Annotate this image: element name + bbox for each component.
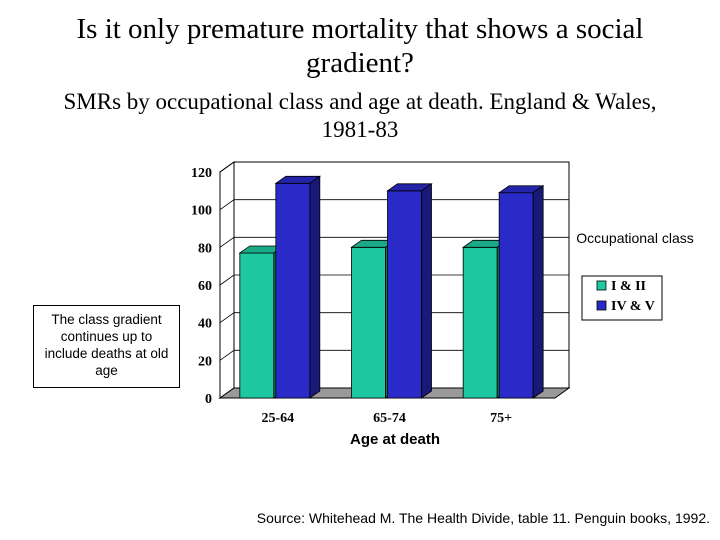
legend-entry: IV & V <box>611 299 655 314</box>
bar-side-face <box>532 184 544 399</box>
legend-title: Occupational class <box>576 230 694 246</box>
y-tick-label: 60 <box>198 279 212 294</box>
bar-side-face <box>421 183 432 399</box>
gridline <box>219 199 569 210</box>
y-tick-label: 100 <box>191 204 212 219</box>
bar-iii-75+ <box>462 246 498 399</box>
source-citation: Source: Whitehead M. The Health Divide, … <box>256 510 710 526</box>
y-tick-label: 20 <box>198 354 212 369</box>
bar-ivv-25-64 <box>275 182 311 399</box>
gridline <box>219 312 569 323</box>
bar-ivv-65-74 <box>387 190 422 399</box>
gridline <box>219 236 569 248</box>
x-tick-label: 25-64 <box>261 411 294 426</box>
bar-side-face <box>309 175 321 399</box>
slide-title: Is it only premature mortality that show… <box>76 13 644 79</box>
slide-subtitle: SMRs by occupational class and age at de… <box>63 89 657 142</box>
gridline <box>219 161 569 173</box>
x-tick-label: 75+ <box>490 411 512 426</box>
gridline <box>219 349 569 361</box>
y-tick-label: 120 <box>191 166 212 181</box>
legend-box <box>581 275 663 321</box>
x-axis-label: Age at death <box>349 431 440 448</box>
gridline <box>219 274 569 286</box>
y-tick-label: 80 <box>198 241 212 256</box>
bar-iii-25-64 <box>239 252 275 399</box>
legend-swatch <box>596 280 607 291</box>
bar-ivv-75+ <box>498 192 534 399</box>
annotation-note: The class gradient continues up to inclu… <box>33 305 180 388</box>
y-tick-label: 0 <box>205 392 212 407</box>
legend-entry: I & II <box>611 279 646 294</box>
y-tick-label: 40 <box>198 317 212 332</box>
x-tick-label: 65-74 <box>373 411 406 426</box>
legend-swatch <box>596 300 607 311</box>
bar-iii-65-74 <box>351 246 386 399</box>
